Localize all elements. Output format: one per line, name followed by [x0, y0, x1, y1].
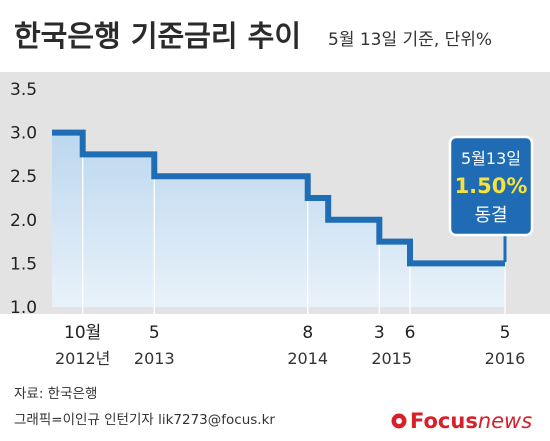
source-text: 자료: 한국은행 [14, 386, 97, 402]
credit-text: 그래픽=이인규 인턴기자 lik7273@focus.kr [14, 412, 275, 428]
callout-date: 5월13일 [461, 149, 521, 168]
x-year-label: 2012년 [55, 349, 110, 368]
logo-text-news: news [478, 409, 532, 433]
x-month-label: 6 [405, 323, 416, 343]
x-year-label: 2016 [485, 349, 526, 368]
x-axis: 10월 5 8 3 6 5 2012년 2013 2014 2015 2016 [55, 323, 525, 368]
callout-box [448, 135, 534, 237]
x-month-label: 10월 [64, 323, 101, 343]
y-axis: 1.0 1.5 2.0 2.5 3.0 3.5 [10, 80, 37, 318]
callout-value: 1.50% [455, 174, 528, 198]
y-tick-label: 2.0 [10, 211, 37, 231]
drop-lines [82, 154, 506, 320]
y-tick-label: 3.5 [10, 80, 37, 100]
callout-status: 동결 [474, 205, 507, 226]
focusnews-logo: Focusnews [391, 409, 532, 433]
x-month-label: 5 [500, 323, 511, 343]
logo-text-focus: Focus [410, 409, 478, 433]
y-tick-label: 3.0 [10, 124, 37, 144]
line-layer [52, 129, 505, 267]
rate-step-line [52, 129, 505, 267]
x-year-label: 2014 [287, 349, 328, 368]
x-year-label: 2013 [134, 349, 175, 368]
x-year-label: 2015 [371, 349, 412, 368]
logo-text: Focusnews [410, 409, 532, 433]
x-month-label: 5 [149, 323, 160, 343]
x-month-label: 3 [374, 323, 385, 343]
chart-title: 한국은행 기준금리 추이 [14, 19, 301, 53]
callout: 5월13일 1.50% 동결 [448, 135, 534, 262]
y-tick-label: 2.5 [10, 167, 37, 187]
x-month-label: 8 [302, 323, 313, 343]
y-tick-label: 1.5 [10, 254, 37, 274]
logo-mark-inner-icon [396, 418, 402, 424]
chart-subtitle: 5월 13일 기준, 단위% [328, 30, 492, 50]
y-tick-label: 1.0 [10, 298, 37, 318]
